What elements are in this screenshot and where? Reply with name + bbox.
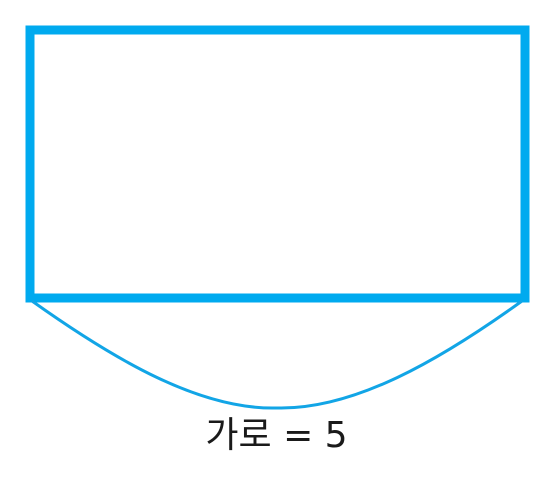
width-brace-curve — [31, 299, 523, 410]
rectangle-shape — [25, 25, 530, 303]
width-label: 가로 = 5 — [205, 415, 348, 456]
